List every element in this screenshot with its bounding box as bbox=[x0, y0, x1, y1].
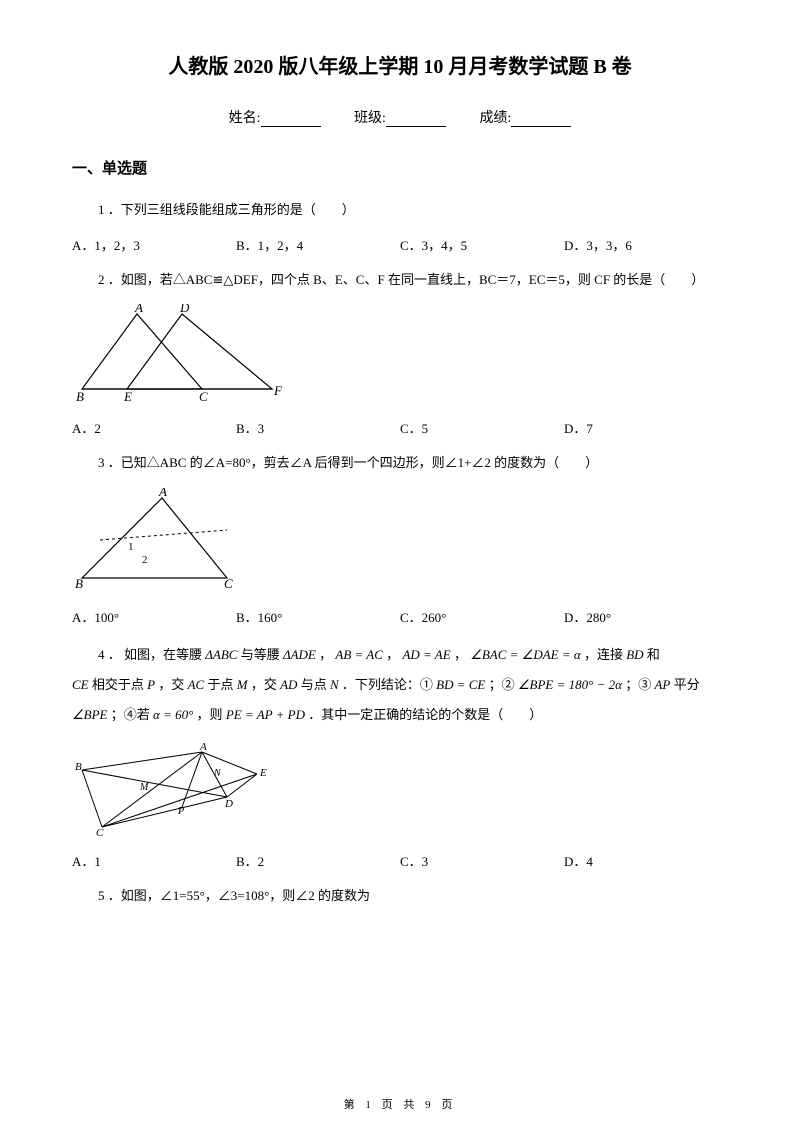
q1-d: D．3，3，6 bbox=[564, 235, 728, 254]
svg-text:A: A bbox=[199, 742, 207, 753]
q4-d: D．4 bbox=[564, 851, 728, 870]
section-heading: 一、单选题 bbox=[72, 157, 728, 178]
q4-bpe: ∠BPE = 180° − 2α bbox=[518, 677, 622, 692]
q4-p: P bbox=[147, 677, 155, 692]
q5-stem: 5 ．如图，∠1=55°，∠3=108°，则∠2 的度数为 bbox=[72, 884, 728, 909]
svg-text:M: M bbox=[139, 782, 149, 793]
svg-text:B: B bbox=[75, 761, 82, 773]
q4-ap: AP bbox=[654, 677, 670, 692]
q4-seg16: 平分 bbox=[674, 677, 700, 692]
svg-text:D: D bbox=[224, 798, 233, 810]
svg-text:1: 1 bbox=[128, 541, 134, 553]
q4-adae: AD = AE bbox=[402, 647, 450, 662]
q4-seg7: 和 bbox=[647, 647, 660, 662]
q3-b: B．160° bbox=[236, 607, 400, 626]
svg-text:C: C bbox=[96, 827, 104, 837]
q4-seg14: ；② bbox=[489, 677, 515, 692]
score-blank bbox=[511, 126, 571, 127]
q4-bacdae: ∠BAC = ∠DAE = α bbox=[470, 647, 581, 662]
svg-text:2: 2 bbox=[142, 554, 148, 566]
svg-text:N: N bbox=[213, 768, 222, 779]
q4-seg4: ， bbox=[386, 647, 399, 662]
q1-b: B．1，2，4 bbox=[236, 235, 400, 254]
q3-figure: A B C 1 2 bbox=[72, 488, 728, 593]
name-blank bbox=[261, 126, 321, 127]
q4-a: A．1 bbox=[72, 851, 236, 870]
page-title: 人教版 2020 版八年级上学期 10 月月考数学试题 B 卷 bbox=[72, 50, 728, 79]
q2-options: A．2 B．3 C．5 D．7 bbox=[72, 418, 728, 437]
q4-block: 4 ． 如图，在等腰 ΔABC 与等腰 ΔADE ， AB = AC ， AD … bbox=[72, 640, 728, 730]
q4-seg8: 相交于点 bbox=[92, 677, 144, 692]
svg-text:B: B bbox=[76, 389, 84, 404]
q1-options: A．1，2，3 B．1，2，4 C．3，4，5 D．3，3，6 bbox=[72, 235, 728, 254]
q2-b: B．3 bbox=[236, 418, 400, 437]
score-label: 成绩: bbox=[479, 111, 511, 126]
q2-figure: A D B E C F bbox=[72, 304, 728, 404]
svg-text:D: D bbox=[179, 304, 190, 315]
q4-alpha60: α = 60° bbox=[153, 707, 193, 722]
svg-text:A: A bbox=[158, 488, 167, 499]
q3-c: C．260° bbox=[400, 607, 564, 626]
class-label: 班级: bbox=[354, 111, 386, 126]
info-row: 姓名: 班级: 成绩: bbox=[72, 107, 728, 127]
q2-a: A．2 bbox=[72, 418, 236, 437]
q4-seg18: ，则 bbox=[197, 707, 223, 722]
q3-stem: 3 ．已知△ABC 的∠A=80°，剪去∠A 后得到一个四边形，则∠1+∠2 的… bbox=[72, 451, 728, 476]
q4-seg5: ， bbox=[454, 647, 467, 662]
svg-text:E: E bbox=[123, 389, 132, 404]
q4-ac: AC bbox=[188, 677, 205, 692]
svg-text:F: F bbox=[273, 383, 283, 398]
q4-bdce: BD = CE bbox=[436, 677, 485, 692]
q1-stem: 1 ．下列三组线段能组成三角形的是（ ） bbox=[72, 198, 728, 223]
svg-text:P: P bbox=[177, 806, 184, 817]
q4-c: C．3 bbox=[400, 851, 564, 870]
q4-seg1: 4 ． 如图，在等腰 bbox=[72, 640, 202, 670]
q4-seg15: ；③ bbox=[625, 677, 651, 692]
q4-abac: AB = AC bbox=[335, 647, 383, 662]
q3-options: A．100° B．160° C．260° D．280° bbox=[72, 607, 728, 626]
q1-a: A．1，2，3 bbox=[72, 235, 236, 254]
q4-seg9: ，交 bbox=[158, 677, 184, 692]
q4-options: A．1 B．2 C．3 D．4 bbox=[72, 851, 728, 870]
q4-b: B．2 bbox=[236, 851, 400, 870]
q1-c: C．3，4，5 bbox=[400, 235, 564, 254]
svg-text:A: A bbox=[134, 304, 143, 315]
q4-peappd: PE = AP + PD bbox=[226, 707, 305, 722]
q2-c: C．5 bbox=[400, 418, 564, 437]
q4-seg10: 于点 bbox=[207, 677, 233, 692]
q4-m: M bbox=[237, 677, 248, 692]
q4-ade: ΔADE bbox=[283, 647, 316, 662]
q4-seg11: ，交 bbox=[251, 677, 277, 692]
q4-seg12: 与点 bbox=[301, 677, 327, 692]
svg-text:C: C bbox=[199, 389, 208, 404]
q4-bd: BD bbox=[626, 647, 643, 662]
q4-seg13: ．下列结论：① bbox=[342, 677, 433, 692]
q4-ad: AD bbox=[280, 677, 297, 692]
name-label: 姓名: bbox=[229, 111, 261, 126]
q2-stem: 2 ．如图，若△ABC≌△DEF，四个点 B、E、C、F 在同一直线上，BC＝7… bbox=[72, 268, 728, 293]
q4-ce: CE bbox=[72, 677, 89, 692]
svg-text:C: C bbox=[224, 576, 233, 591]
q4-n: N bbox=[330, 677, 339, 692]
svg-text:B: B bbox=[75, 576, 83, 591]
q4-seg19: ．其中一定正确的结论的个数是（ ） bbox=[308, 707, 542, 722]
q4-seg6: ，连接 bbox=[584, 647, 623, 662]
q4-figure: B A C E D M N P bbox=[72, 742, 728, 837]
svg-text:E: E bbox=[259, 767, 267, 779]
q3-a: A．100° bbox=[72, 607, 236, 626]
q4-seg3: ， bbox=[319, 647, 332, 662]
q4-abc: ΔABC bbox=[205, 647, 237, 662]
class-blank bbox=[386, 126, 446, 127]
q2-d: D．7 bbox=[564, 418, 728, 437]
page-footer: 第 1 页 共 9 页 bbox=[0, 1096, 800, 1112]
q4-seg2: 与等腰 bbox=[241, 647, 280, 662]
q4-seg17: ；④若 bbox=[111, 707, 150, 722]
q4-bpeangle: ∠BPE bbox=[72, 707, 107, 722]
q3-d: D．280° bbox=[564, 607, 728, 626]
